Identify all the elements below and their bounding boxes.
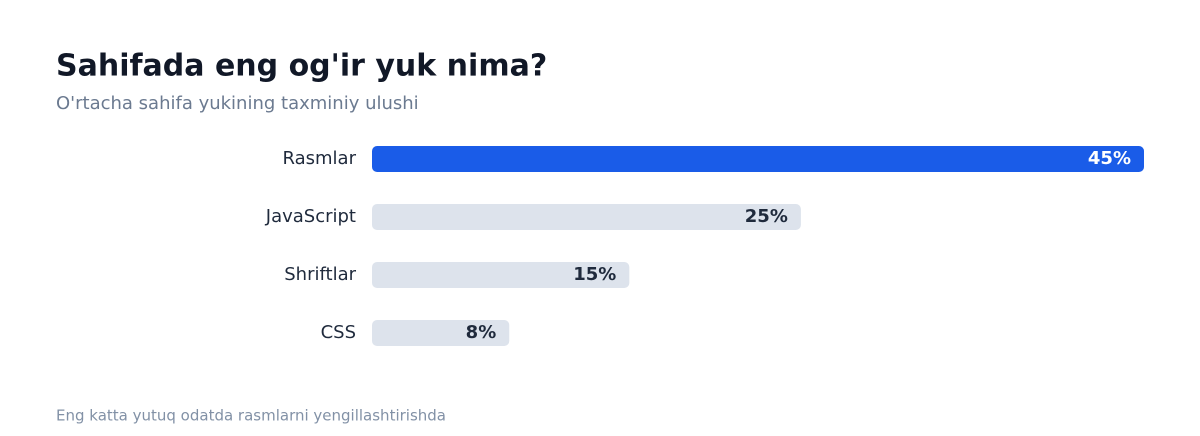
value-label: 45% <box>1088 148 1131 169</box>
bar <box>372 320 510 346</box>
bar <box>372 204 801 230</box>
bar <box>372 262 630 288</box>
bar <box>372 146 1144 172</box>
category-label: Rasmlar <box>283 148 357 169</box>
footnote: Eng katta yutuq odatda rasmlarni yengill… <box>56 407 446 425</box>
chart-title: Sahifada eng og'ir yuk nima? <box>56 49 547 84</box>
category-label: Shriftlar <box>284 264 356 285</box>
category-label: CSS <box>321 322 356 343</box>
value-label: 15% <box>573 264 616 285</box>
value-label: 8% <box>466 322 497 343</box>
chart-subtitle: O'rtacha sahifa yukining taxminiy ulushi <box>56 93 419 114</box>
value-label: 25% <box>745 206 788 227</box>
category-label: JavaScript <box>265 206 356 227</box>
